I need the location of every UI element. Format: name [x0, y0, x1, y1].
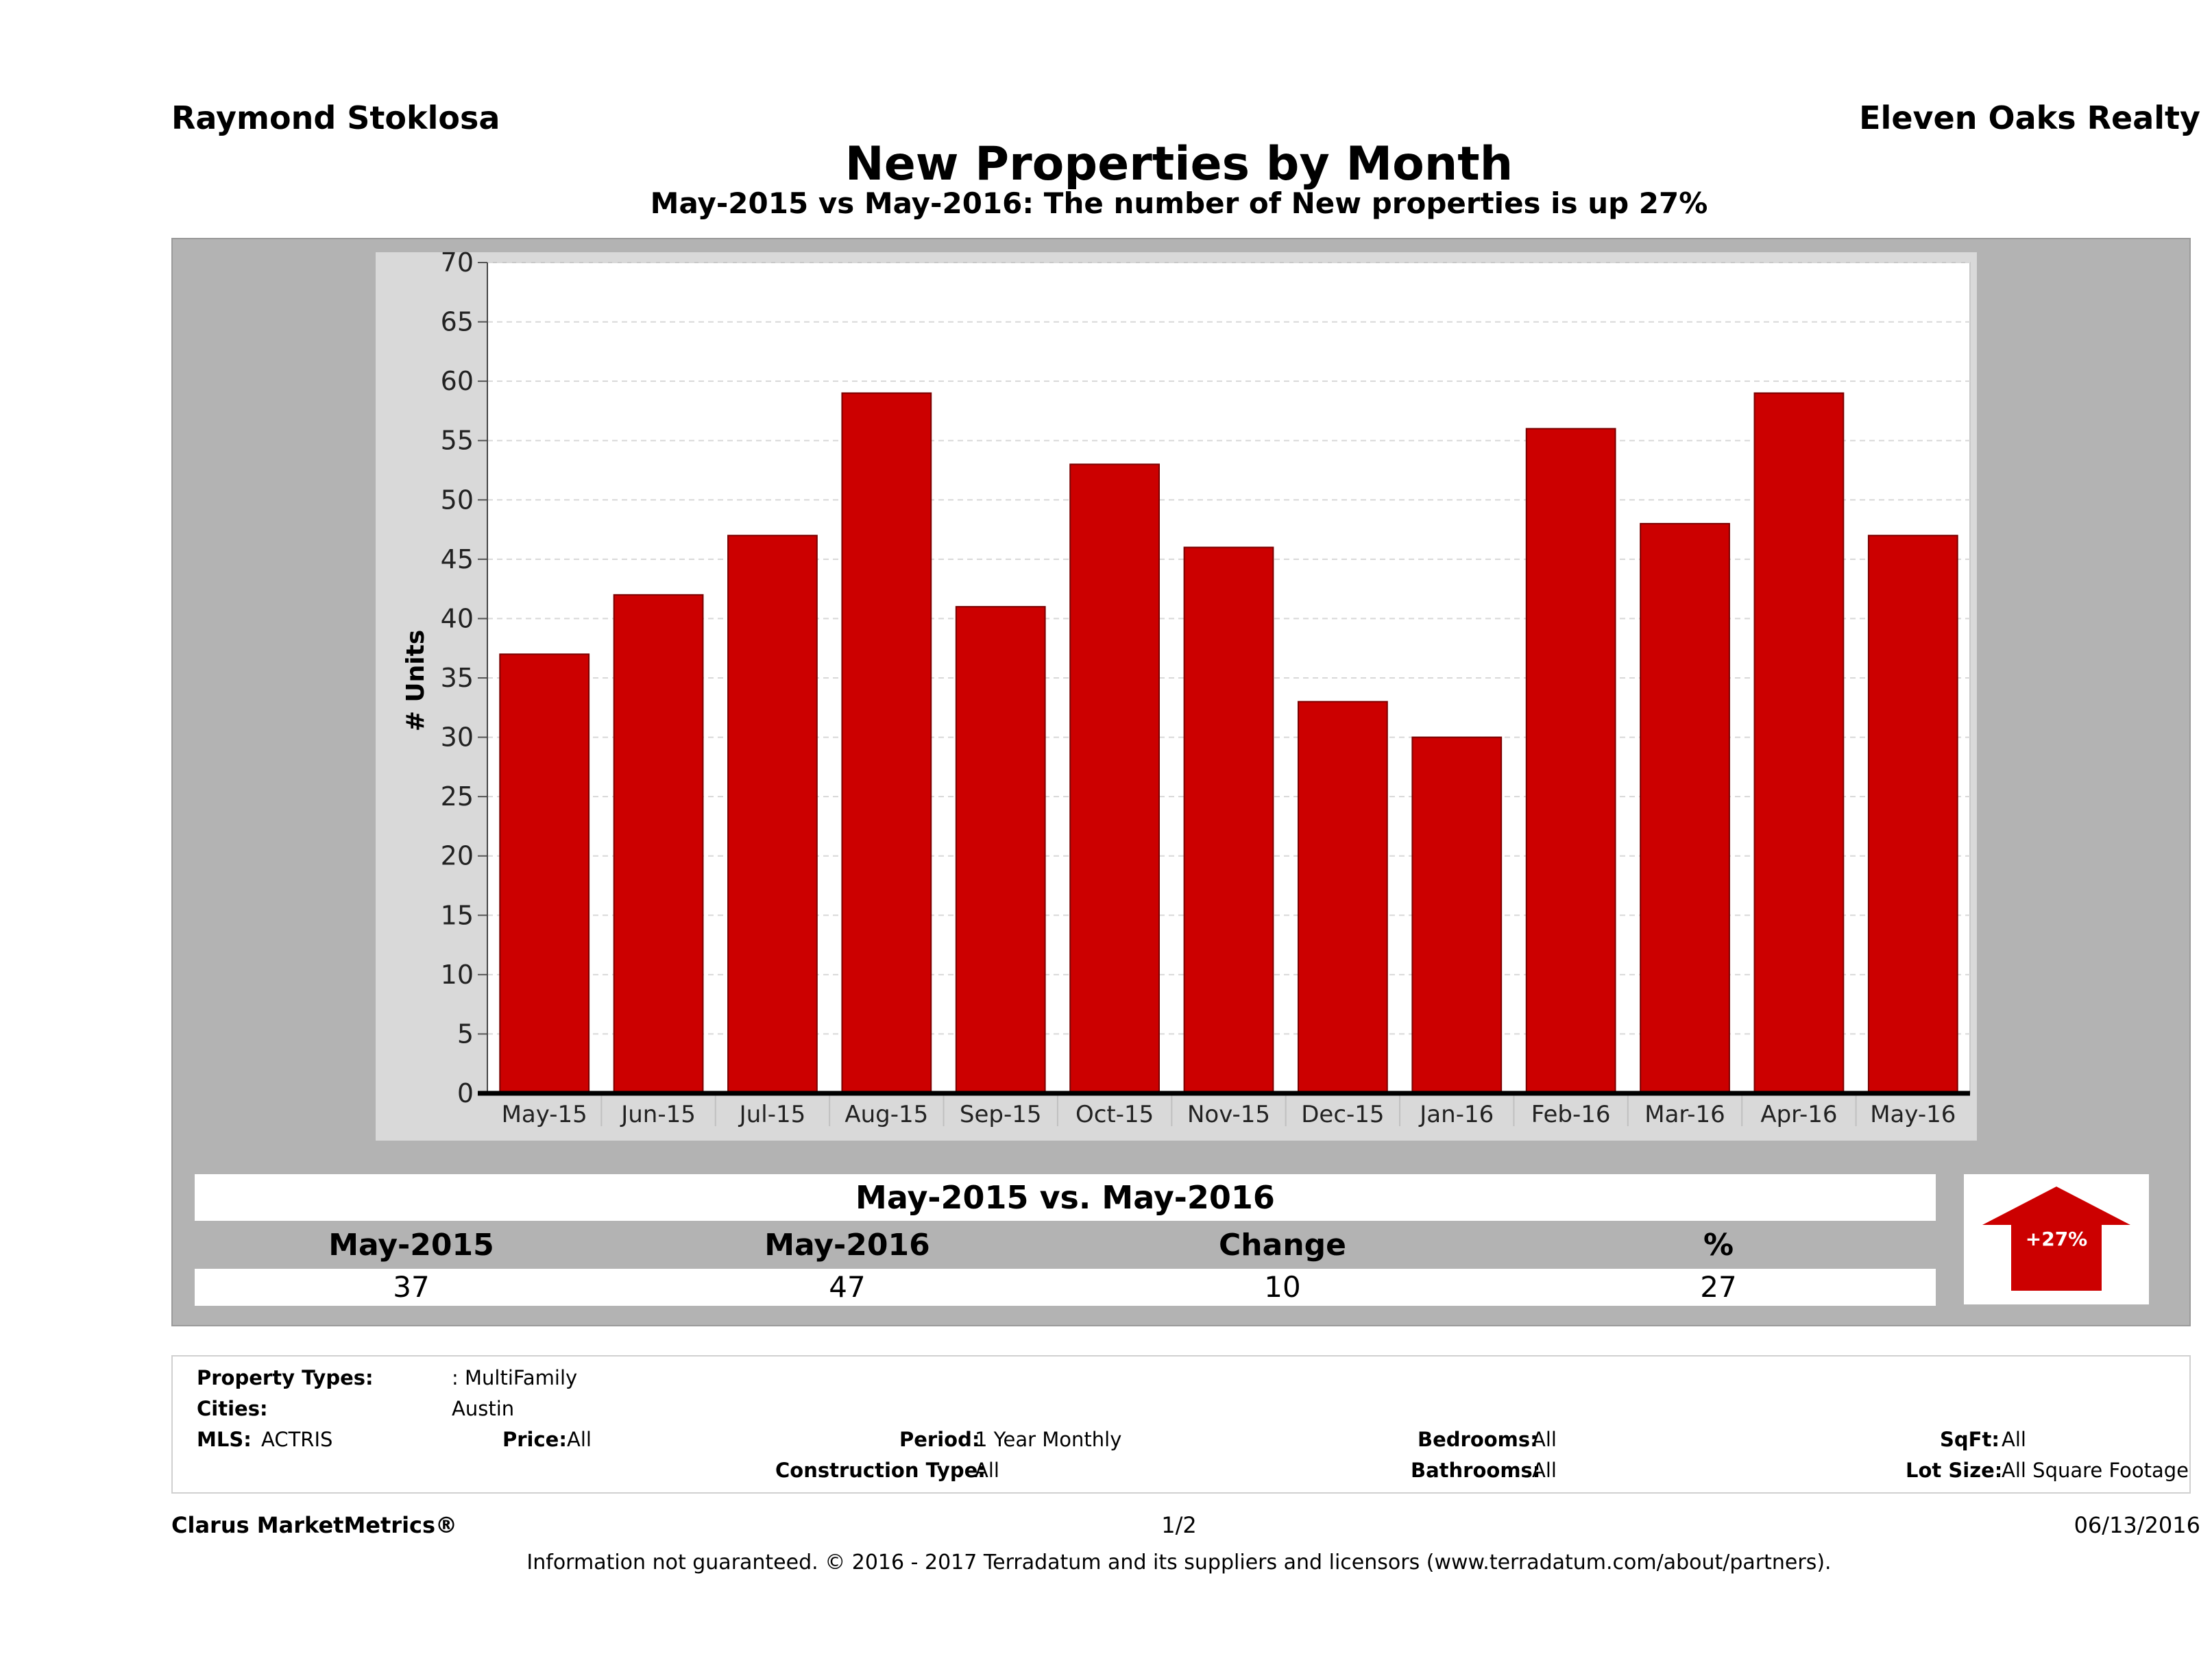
bar-aug-15: [841, 392, 932, 1094]
bathrooms-value: All: [1532, 1459, 1557, 1482]
property-types-value: : MultiFamily: [452, 1366, 578, 1389]
comparison-header-may-2016: May-2016: [764, 1228, 930, 1263]
chart-subtitle: May-2015 vs May-2016: The number of New …: [650, 186, 1708, 220]
y-tick-label: 10: [441, 960, 474, 990]
x-tick-label: Mar-16: [1644, 1101, 1725, 1128]
comparison-value-change: 10: [1264, 1270, 1301, 1304]
price-value: All: [567, 1428, 592, 1451]
construction-type-value: All: [975, 1459, 999, 1482]
x-tick-label: Jul-15: [738, 1101, 806, 1128]
bar-nov-15: [1183, 546, 1274, 1094]
criteria-box: [171, 1355, 2191, 1494]
bar-may-15: [499, 653, 590, 1094]
lot-size-value: All Square Footage: [2002, 1459, 2189, 1482]
x-tick-label: Nov-15: [1187, 1101, 1270, 1128]
y-tick-label: 45: [441, 544, 474, 574]
construction-type-label: Construction Type:: [775, 1459, 986, 1482]
y-tick-label: 70: [441, 247, 474, 278]
up-arrow-icon: +27%: [1982, 1187, 2130, 1291]
footer-brand: Clarus MarketMetrics®: [171, 1512, 458, 1538]
bar-may-16: [1867, 535, 1958, 1094]
y-tick-label: 55: [441, 426, 474, 456]
y-tick-label: 25: [441, 781, 474, 812]
mls-value: ACTRIS: [261, 1428, 333, 1451]
cities-value: Austin: [452, 1397, 515, 1420]
x-tick-label: Feb-16: [1531, 1101, 1611, 1128]
bars: [499, 392, 1958, 1094]
comparison-value-percent: 27: [1700, 1270, 1737, 1304]
bar-apr-16: [1753, 392, 1845, 1094]
y-tick-label: 65: [441, 307, 474, 337]
x-tick-labels: May-15 Jun-15 Jul-15 Aug-15 Sep-15 Oct-15 Nov-…: [502, 1101, 1956, 1128]
x-tick-label: Jan-16: [1418, 1101, 1494, 1128]
comparison-header-percent: %: [1703, 1228, 1734, 1263]
comparison-values-row: [195, 1269, 1936, 1306]
footer-page-number: 1/2: [1161, 1512, 1197, 1538]
x-tick-label: Sep-15: [960, 1101, 1042, 1128]
change-badge-label: +27%: [2026, 1228, 2087, 1250]
y-tick-label: 35: [441, 663, 474, 693]
chart-title: New Properties by Month: [844, 137, 1514, 191]
agent-name: Raymond Stoklosa: [171, 99, 500, 136]
bedrooms-value: All: [1532, 1428, 1557, 1451]
y-tick-label: 50: [441, 485, 474, 515]
x-tick-label: Apr-16: [1760, 1101, 1837, 1128]
comparison-header-change: Change: [1219, 1228, 1346, 1263]
y-tick-label: 5: [457, 1019, 474, 1049]
y-axis-title: # Units: [402, 630, 430, 732]
period-value: 1 Year Monthly: [975, 1428, 1122, 1451]
y-tick-label: 40: [441, 603, 474, 633]
bedrooms-label: Bedrooms:: [1418, 1428, 1538, 1451]
bar-jan-16: [1411, 736, 1503, 1094]
lot-size-label: Lot Size:: [1906, 1459, 2003, 1482]
x-tick-label: Dec-15: [1301, 1101, 1384, 1128]
footer-date: 06/13/2016: [2074, 1512, 2200, 1538]
x-tick-label: May-15: [502, 1101, 587, 1128]
bar-feb-16: [1525, 428, 1616, 1094]
price-label: Price:: [502, 1428, 567, 1451]
cities-label: Cities:: [197, 1397, 268, 1420]
x-tick-label: Aug-15: [844, 1101, 928, 1128]
bar-jul-15: [727, 535, 818, 1094]
y-tick-label: 30: [441, 722, 474, 753]
bathrooms-label: Bathrooms:: [1411, 1459, 1541, 1482]
y-tick-label: 60: [441, 366, 474, 396]
comparison-header-may-2015: May-2015: [328, 1228, 494, 1263]
axes: [478, 262, 1970, 1126]
property-types-label: Property Types:: [197, 1366, 374, 1389]
comparison-value-may-2015: 37: [393, 1270, 430, 1304]
y-tick-label: 15: [441, 900, 474, 930]
y-tick-label: 20: [441, 841, 474, 871]
bar-mar-16: [1640, 522, 1730, 1094]
mls-label: MLS:: [197, 1428, 252, 1451]
footer-disclaimer: Information not guaranteed. © 2016 - 201…: [526, 1551, 1832, 1574]
change-badge-box: +27%: [1964, 1174, 2149, 1304]
x-tick-label: May-16: [1870, 1101, 1956, 1128]
bar-jun-15: [613, 594, 704, 1094]
sqft-value: All: [2002, 1428, 2026, 1451]
bar-dec-15: [1297, 701, 1388, 1094]
x-tick-label: Oct-15: [1075, 1101, 1154, 1128]
company-name: Eleven Oaks Realty: [1859, 99, 2200, 136]
comparison-title: May-2015 vs. May-2016: [195, 1174, 1936, 1221]
y-tick-labels: 0 5 10 15 20 25 30 35 40 45 50 55 60 65 70: [441, 247, 474, 1108]
sqft-label: SqFt:: [1940, 1428, 2000, 1451]
x-tick-label: Jun-15: [620, 1101, 696, 1128]
bar-sep-15: [955, 606, 1046, 1094]
comparison-value-may-2016: 47: [829, 1270, 866, 1304]
bar-oct-15: [1069, 463, 1160, 1094]
y-tick-label: 0: [457, 1078, 474, 1108]
period-label: Period:: [899, 1428, 980, 1451]
